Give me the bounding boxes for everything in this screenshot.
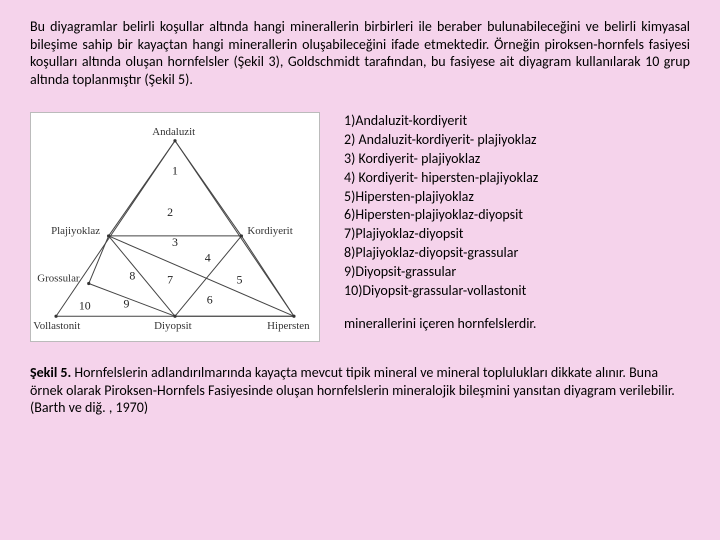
caption-lead: Şekil 5. — [30, 364, 71, 381]
middle-row: Andaluzit Vollastonit Hipersten Plajiyoklaz… — [30, 112, 690, 342]
mineral-list-item: 3) Kordiyerit- plajiyoklaz — [344, 150, 690, 169]
intro-paragraph: Bu diyagramlar belirli koşullar altında … — [30, 18, 690, 88]
triangle-svg: Andaluzit Vollastonit Hipersten Plajiyoklaz… — [31, 113, 319, 341]
svg-text:Grossular: Grossular — [37, 273, 80, 285]
triangle-diagram: Andaluzit Vollastonit Hipersten Plajiyoklaz… — [30, 112, 320, 342]
mineral-list: 1)Andaluzit-kordiyerit2) Andaluzit-kordi… — [344, 112, 690, 334]
mineral-list-item: 2) Andaluzit-kordiyerit- plajiyoklaz — [344, 131, 690, 150]
mineral-list-item: 1)Andaluzit-kordiyerit — [344, 112, 690, 131]
svg-text:7: 7 — [167, 273, 173, 287]
svg-text:6: 6 — [207, 292, 213, 306]
svg-text:Plajiyoklaz: Plajiyoklaz — [51, 225, 100, 237]
list-suffix: minerallerini içeren hornfelslerdir. — [344, 315, 690, 334]
mineral-list-item: 10)Diyopsit-grassular-vollastonit — [344, 282, 690, 301]
mineral-list-item: 4) Kordiyerit- hipersten-plajiyoklaz — [344, 169, 690, 188]
caption-text: Hornfelslerin adlandırılmarında kayaçta … — [30, 364, 675, 416]
svg-text:3: 3 — [172, 235, 178, 249]
svg-text:1: 1 — [172, 163, 178, 177]
mineral-list-item: 8)Plajiyoklaz-diyopsit-grassular — [344, 244, 690, 263]
svg-text:10: 10 — [79, 298, 91, 312]
svg-text:4: 4 — [205, 251, 211, 265]
mineral-list-item: 7)Plajiyoklaz-diyopsit — [344, 225, 690, 244]
svg-text:Vollastonit: Vollastonit — [33, 320, 80, 332]
svg-text:5: 5 — [236, 273, 242, 287]
mineral-list-item: 6)Hipersten-plajiyoklaz-diyopsit — [344, 206, 690, 225]
svg-text:Diyopsit: Diyopsit — [154, 320, 192, 332]
svg-text:2: 2 — [167, 205, 173, 219]
svg-text:9: 9 — [123, 296, 129, 310]
svg-text:Andaluzit: Andaluzit — [152, 126, 195, 138]
figure-caption: Şekil 5. Hornfelslerin adlandırılmarında… — [30, 364, 690, 417]
mineral-list-item: 5)Hipersten-plajiyoklaz — [344, 188, 690, 207]
svg-text:Hipersten: Hipersten — [267, 320, 310, 332]
svg-text:8: 8 — [129, 269, 135, 283]
svg-text:Kordiyerit: Kordiyerit — [247, 225, 292, 237]
mineral-list-item: 9)Diyopsit-grassular — [344, 263, 690, 282]
